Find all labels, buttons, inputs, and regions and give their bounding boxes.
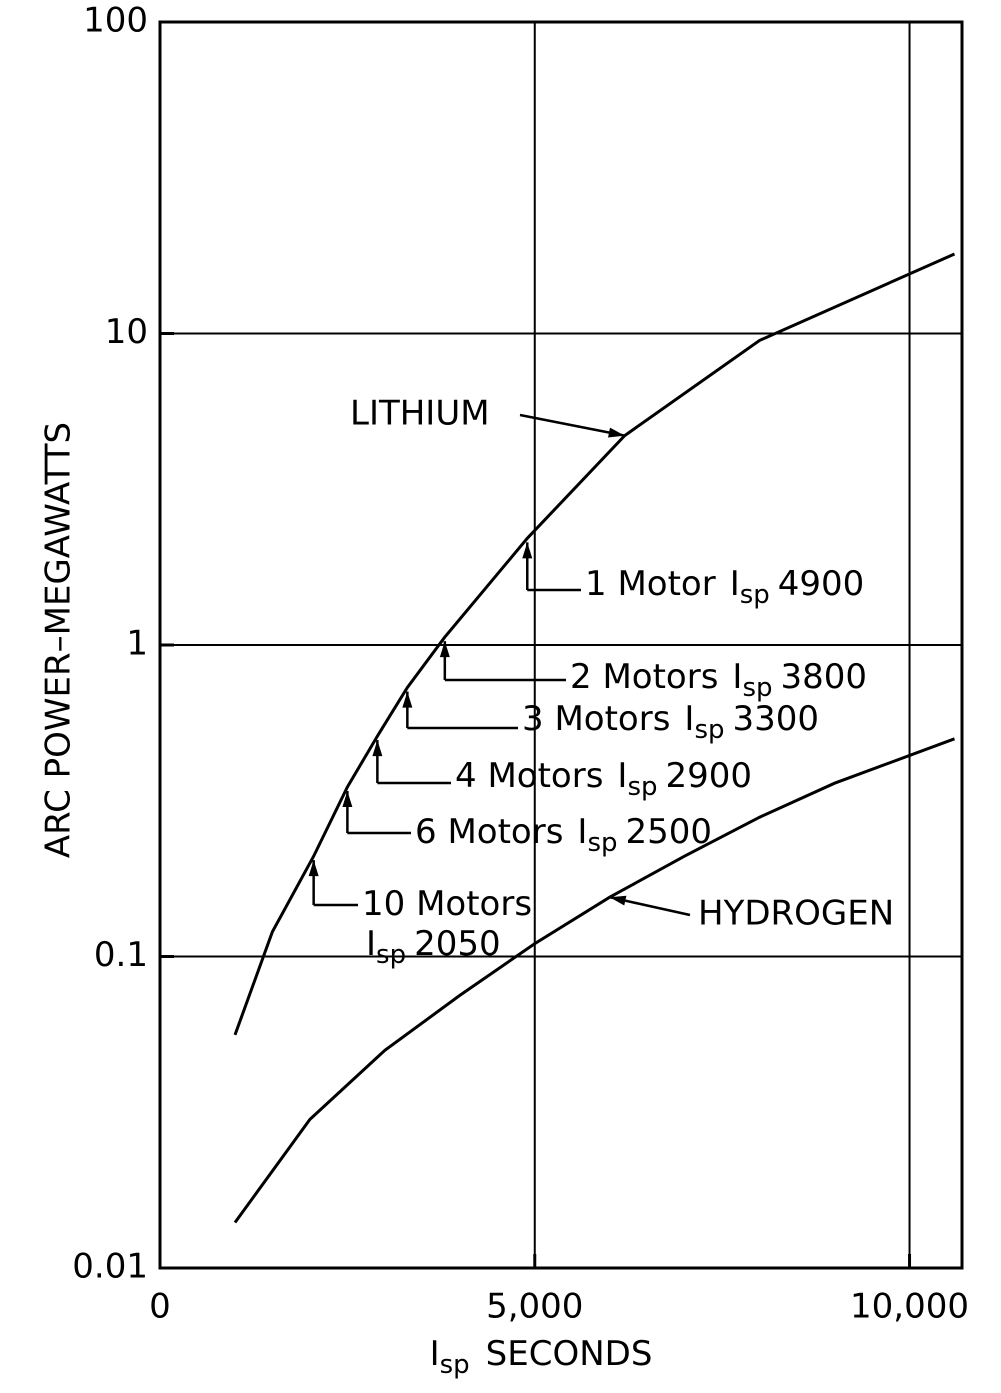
- arrow-head: [609, 895, 627, 906]
- annotation: 10 Motors: [362, 884, 532, 924]
- annotation-symbol: I: [617, 756, 627, 796]
- series-line: [233, 252, 956, 1036]
- arrow-head: [439, 641, 450, 658]
- annotation-subscript: sp: [742, 673, 772, 703]
- annotation-text: 10 Motors: [362, 884, 532, 924]
- annotation-text: 4 Motors: [455, 756, 603, 796]
- y-tick-label: 1: [126, 624, 148, 664]
- annotation-symbol: I: [366, 924, 376, 964]
- y-tick-label: 100: [83, 1, 148, 41]
- x-axis-label-symbol: I: [430, 1334, 440, 1374]
- x-axis-label-subscript: sp: [440, 1350, 470, 1380]
- y-tick-label: 10: [105, 312, 148, 352]
- annotation-text: 2 Motors: [570, 657, 718, 697]
- series-line: [233, 737, 956, 1224]
- x-tick-label: 10,000: [850, 1287, 969, 1327]
- annotation: Isp 2050: [366, 924, 501, 970]
- arrow-head: [308, 860, 319, 877]
- annotation-value: 2900: [666, 756, 753, 796]
- y-axis-label: ARC POWER–MEGAWATTS: [39, 422, 79, 858]
- annotation-subscript: sp: [376, 940, 406, 970]
- annotation: 6 Motors Isp 2500: [415, 812, 712, 858]
- x-tick-label: 0: [149, 1287, 171, 1327]
- arrow-head: [608, 427, 625, 438]
- annotation: 1 Motor Isp 4900: [585, 564, 864, 610]
- annotation-symbol: I: [730, 564, 740, 604]
- x-tick-label: 5,000: [486, 1287, 583, 1327]
- series-label: HYDROGEN: [698, 894, 894, 934]
- annotation-text: 1 Motor: [585, 564, 716, 604]
- annotation-value: 3800: [781, 657, 868, 697]
- y-tick-label: 0.1: [94, 935, 148, 975]
- leader-line: [519, 413, 625, 437]
- annotation-value: 2500: [626, 812, 713, 852]
- y-tick-label: 0.01: [72, 1247, 148, 1287]
- annotation-text: 3 Motors: [522, 699, 670, 739]
- annotation-subscript: sp: [587, 828, 617, 858]
- annotation: 3 Motors Isp 3300: [522, 699, 819, 745]
- annotation-value: 4900: [778, 564, 865, 604]
- x-axis-label-text: SECONDS: [486, 1334, 653, 1374]
- annotation-text: 6 Motors: [415, 812, 563, 852]
- x-axis-label: Isp SECONDS: [430, 1334, 653, 1380]
- annotation: 4 Motors Isp 2900: [455, 756, 752, 802]
- annotation: 2 Motors Isp 3800: [570, 657, 867, 703]
- annotation-subscript: sp: [740, 580, 770, 610]
- series-label: LITHIUM: [350, 394, 490, 434]
- arrow-head: [402, 691, 413, 708]
- annotation-symbol: I: [577, 812, 587, 852]
- annotation-value: 2050: [414, 924, 501, 964]
- annotation-value: 3300: [733, 699, 820, 739]
- annotation-subscript: sp: [627, 772, 657, 802]
- annotation-symbol: I: [732, 657, 742, 697]
- arrow-head: [372, 740, 383, 757]
- annotation-subscript: sp: [694, 715, 724, 745]
- arrow-head: [342, 791, 353, 808]
- annotation-symbol: I: [684, 699, 694, 739]
- arrow-head: [522, 542, 533, 559]
